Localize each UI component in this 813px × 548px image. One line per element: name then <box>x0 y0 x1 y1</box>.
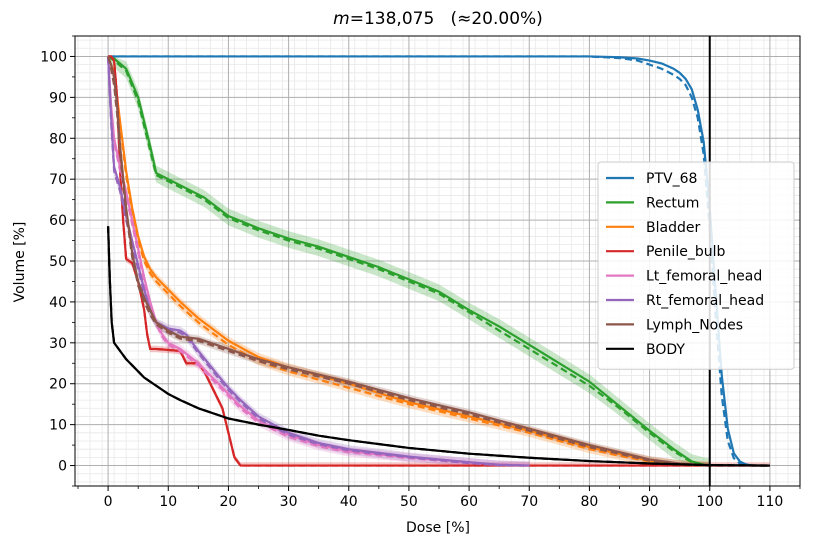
y-tick-label: 30 <box>49 336 67 352</box>
axis-labels: m=138,075 (≈20.00%) Dose [%] Volume [%] <box>12 9 543 536</box>
ticks: 0 10 20 30 40 50 60 70 80 90 100 110 0 10 20 30 40 50 60 70… <box>40 35 801 510</box>
legend-box <box>597 161 795 370</box>
y-tick-label: 10 <box>49 418 67 434</box>
legend-label-rt-femoral-head: Rt_femoral_head <box>646 293 764 309</box>
x-tick-label: 70 <box>520 494 538 510</box>
x-tick-label: 80 <box>581 494 599 510</box>
series-lines <box>106 55 770 467</box>
series-line-rectum <box>107 55 710 467</box>
y-tick-label: 80 <box>49 131 67 147</box>
x-axis-label: Dose [%] <box>406 520 470 536</box>
x-tick-label: 50 <box>400 494 418 510</box>
series-line-ptv-68 <box>108 55 770 467</box>
x-tick-label: 20 <box>220 494 238 510</box>
series-dashed-lt-femoral-head <box>106 56 530 467</box>
y-axis-label: Volume [%] <box>12 222 28 303</box>
legend-label-bladder: Bladder <box>646 220 700 236</box>
legend-label-body: BODY <box>646 342 685 358</box>
series-dashed-body <box>106 226 770 467</box>
y-tick-label: 50 <box>49 254 67 270</box>
series-dashed-rt-femoral-head <box>106 56 530 467</box>
x-tick-label: 40 <box>340 494 358 510</box>
chart-title-var: m <box>333 9 350 29</box>
x-tick-label: 30 <box>280 494 298 510</box>
legend-label-penile-bulb: Penile_bulb <box>646 244 725 260</box>
x-tick-label: 0 <box>104 494 113 510</box>
chart-title: m=138,075 (≈20.00%) <box>333 9 543 29</box>
x-tick-label: 100 <box>696 494 723 510</box>
series-dashed-bladder <box>107 56 710 467</box>
x-tick-label: 90 <box>641 494 659 510</box>
band-lymph-nodes <box>108 56 710 466</box>
chart-title-rest: =138,075 (≈20.00%) <box>350 9 543 29</box>
y-tick-label: 0 <box>58 459 67 475</box>
x-tick-label: 10 <box>159 494 177 510</box>
legend-label-ptv-68: PTV_68 <box>646 171 697 187</box>
y-tick-label: 20 <box>49 377 67 393</box>
legend-label-lt-femoral-head: Lt_femoral_head <box>646 269 762 285</box>
legend-label-rectum: Rectum <box>646 195 699 211</box>
y-tick-label: 90 <box>49 90 67 106</box>
legend: PTV_68 Rectum Bladder Penile_bulb Lt_femoral… <box>597 161 795 370</box>
series-dashed-rectum <box>107 55 710 467</box>
y-tick-label: 100 <box>40 49 67 65</box>
series-dashed-ptv-68 <box>108 55 770 467</box>
x-tick-label: 60 <box>460 494 478 510</box>
x-tick-label: 110 <box>757 494 784 510</box>
y-tick-label: 60 <box>49 213 67 229</box>
y-tick-label: 40 <box>49 295 67 311</box>
series-dashed-lymph-nodes <box>107 56 710 467</box>
band-bladder <box>108 56 710 466</box>
legend-label-lymph-nodes: Lymph_Nodes <box>646 317 743 333</box>
y-tick-label: 70 <box>49 172 67 188</box>
